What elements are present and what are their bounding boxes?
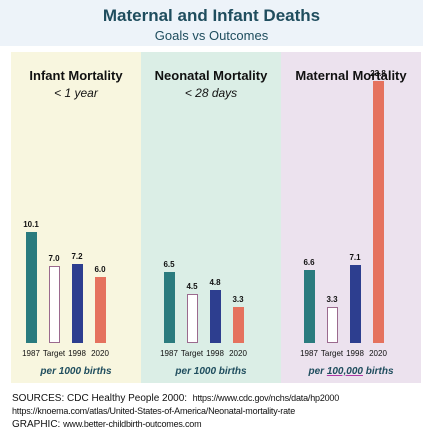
bar-1998: [209, 290, 221, 343]
bar-target: [186, 293, 198, 343]
category-label: 1998: [346, 349, 364, 358]
header-band: Maternal and Infant Deaths Goals vs Outc…: [0, 0, 423, 46]
graphic-line: GRAPHIC: www.better-childbirth-outcomes.…: [12, 419, 202, 430]
bar-target: [48, 266, 60, 343]
category-label: 2020: [91, 349, 109, 358]
panel-infant-mortality: Infant Mortality < 1 year per 1000 birth…: [11, 52, 141, 383]
unit-label: per 100,000 births: [308, 366, 394, 377]
panel-title: Neonatal Mortality: [154, 68, 268, 83]
panel-title: Maternal Mortality: [295, 68, 407, 83]
value-label: 7.1: [349, 252, 361, 262]
value-label: 3.3: [232, 294, 244, 304]
category-label: 2020: [369, 349, 387, 358]
bar-1987: [25, 231, 37, 343]
value-label: 7.2: [71, 251, 83, 261]
value-label: 4.8: [209, 278, 221, 288]
panel-subtitle: < 1 year: [54, 86, 98, 100]
category-label: Target: [320, 349, 344, 358]
chart-title: Maternal and Infant Deaths: [102, 6, 321, 25]
sources-line: SOURCES: CDC Healthy People 2000: https:…: [12, 393, 340, 404]
bar-1998: [71, 263, 83, 343]
value-label: 6.0: [94, 265, 106, 274]
source-url-cdc[interactable]: https://www.cdc.gov/nchs/data/hp2000: [192, 393, 340, 403]
value-label: 23.8: [370, 69, 386, 79]
source-url-knoema[interactable]: https://knoema.com/atlas/United-States-o…: [12, 406, 296, 416]
value-label: 4.5: [186, 281, 198, 291]
footer-sources: SOURCES: CDC Healthy People 2000: https:…: [12, 392, 339, 431]
category-label: Target: [42, 349, 66, 358]
category-label: 1998: [68, 349, 86, 358]
panel-maternal-mortality: Maternal Mortality per 100,000 births 6.…: [281, 52, 421, 383]
bar-2020: [232, 306, 244, 343]
category-label: 2020: [229, 349, 247, 358]
unit-label: per 1000 births: [175, 366, 247, 377]
value-label: 7.0: [48, 254, 60, 263]
panel-title: Infant Mortality: [29, 68, 123, 83]
bar-2020: [372, 81, 384, 343]
category-label: 1987: [160, 349, 178, 358]
value-label: 6.5: [163, 259, 175, 269]
bar-2020: [94, 277, 106, 343]
unit-label: per 1000 births: [40, 366, 112, 377]
value-label: 3.3: [326, 294, 338, 304]
value-label: 10.1: [23, 219, 39, 229]
category-label: Target: [180, 349, 204, 358]
category-label: 1987: [22, 349, 40, 358]
bar-target: [326, 306, 338, 343]
graphic-url[interactable]: www.better-childbirth-outcomes.com: [63, 419, 202, 429]
value-label: 6.6: [303, 258, 315, 268]
panel-subtitle: < 28 days: [184, 86, 238, 100]
bar-1998: [349, 264, 361, 343]
bar-1987: [303, 270, 315, 343]
category-label: 1998: [206, 349, 224, 358]
panel-neonatal-mortality: Neonatal Mortality < 28 days per 1000 bi…: [141, 52, 281, 383]
category-label: 1987: [300, 349, 318, 358]
bar-1987: [163, 271, 175, 343]
chart-subtitle: Goals vs Outcomes: [154, 28, 269, 43]
